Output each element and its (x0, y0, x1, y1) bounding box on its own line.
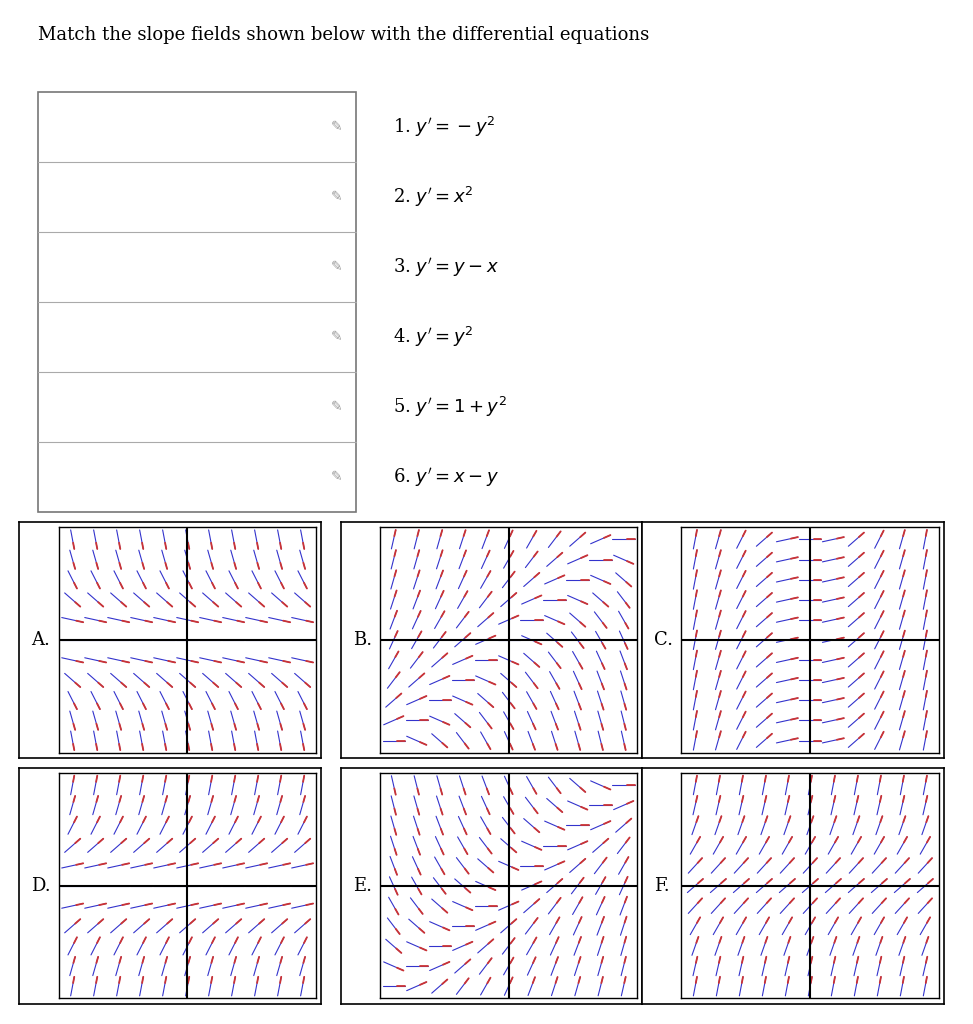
Text: A.: A. (31, 631, 51, 649)
Text: ✎: ✎ (331, 260, 342, 274)
Text: ✎: ✎ (331, 190, 342, 204)
Text: ✎: ✎ (331, 330, 342, 344)
Text: 2. $y' = x^2$: 2. $y' = x^2$ (393, 185, 474, 209)
Text: C.: C. (654, 631, 673, 649)
Text: D.: D. (31, 877, 52, 895)
Text: 1. $y' = -y^2$: 1. $y' = -y^2$ (393, 115, 496, 139)
Text: ✎: ✎ (331, 470, 342, 484)
Text: F.: F. (654, 877, 669, 895)
Text: B.: B. (352, 631, 372, 649)
Text: 3. $y' = y - x$: 3. $y' = y - x$ (393, 256, 499, 279)
Text: 6. $y' = x - y$: 6. $y' = x - y$ (393, 466, 499, 488)
Bar (38, 92, 356, 512)
Text: E.: E. (352, 877, 372, 895)
Text: ✎: ✎ (331, 400, 342, 414)
Text: 4. $y' = y^2$: 4. $y' = y^2$ (393, 325, 474, 349)
Text: 5. $y' = 1 + y^2$: 5. $y' = 1 + y^2$ (393, 395, 507, 419)
Text: ✎: ✎ (331, 120, 342, 134)
Text: Match the slope fields shown below with the differential equations: Match the slope fields shown below with … (38, 26, 649, 44)
